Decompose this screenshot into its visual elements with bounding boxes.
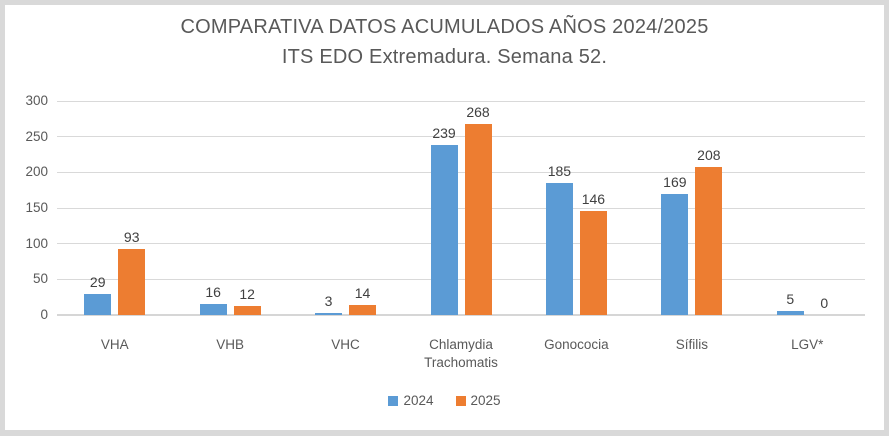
chart-subtitle: ITS EDO Extremadura. Semana 52. xyxy=(281,46,608,68)
data-label-2025-cat5: 146 xyxy=(581,190,606,207)
y-tick-label-300: 300 xyxy=(25,93,48,108)
data-label-2025-cat7: 0 xyxy=(820,295,829,311)
y-tick-label-0: 0 xyxy=(40,307,48,322)
gridline-0 xyxy=(57,314,865,316)
x-category-label-5: Gonococia xyxy=(544,337,609,352)
gridline-200 xyxy=(57,171,865,173)
bar-2025-cat3 xyxy=(349,305,377,315)
gridline-250 xyxy=(57,136,865,138)
chart-legend: 2024 2025 xyxy=(0,393,889,408)
data-label-2024-cat5: 185 xyxy=(547,163,572,180)
data-label-2024-cat2: 16 xyxy=(205,283,221,300)
data-label-2024-cat4: 239 xyxy=(432,124,456,141)
data-label-2025-cat3: 14 xyxy=(354,285,371,301)
bar-2024-cat6 xyxy=(661,194,689,315)
bar-2025-cat6 xyxy=(695,166,723,315)
data-label-2025-cat6: 208 xyxy=(697,146,721,163)
bar-2024-cat4 xyxy=(430,144,458,315)
legend-label-2025: 2025 xyxy=(470,393,501,408)
legend-swatch-2025 xyxy=(455,395,466,406)
bar-2025-cat1 xyxy=(118,248,146,315)
data-label-2024-cat3: 3 xyxy=(324,292,333,309)
bar-2024-cat7 xyxy=(776,311,804,315)
data-label-2025-cat2: 12 xyxy=(239,286,255,303)
legend-swatch-2024 xyxy=(388,395,399,406)
bar-2024-cat5 xyxy=(545,183,573,315)
bar-2024-cat1 xyxy=(84,294,112,315)
bar-2025-cat5 xyxy=(579,210,607,315)
y-tick-label-100: 100 xyxy=(25,235,48,251)
y-tick-label-150: 150 xyxy=(25,200,48,215)
bar-2024-cat3 xyxy=(315,312,343,315)
y-tick-label-250: 250 xyxy=(25,128,48,144)
chart-title-block: COMPARATIVA DATOS ACUMULADOS AÑOS 2024/2… xyxy=(0,12,889,72)
chart-title: COMPARATIVA DATOS ACUMULADOS AÑOS 2024/2… xyxy=(180,16,709,38)
x-category-label-2: VHB xyxy=(216,337,245,352)
gridline-50 xyxy=(57,278,865,280)
bar-2025-cat2 xyxy=(233,306,261,315)
legend-label-2024: 2024 xyxy=(403,393,434,408)
x-category-label-4: Chlamydia Trachomatis xyxy=(424,337,498,370)
gridline-300 xyxy=(57,100,865,102)
legend-item-2024: 2024 xyxy=(388,393,434,408)
x-category-label-3: VHC xyxy=(331,337,360,352)
y-tick-label-50: 50 xyxy=(32,271,48,287)
data-label-2025-cat4: 268 xyxy=(466,103,490,120)
x-category-label-1: VHA xyxy=(100,337,129,352)
data-label-2024-cat6: 169 xyxy=(663,174,687,191)
gridline-100 xyxy=(57,243,865,245)
legend-item-2025: 2025 xyxy=(455,393,501,408)
x-category-label-6: Sífilis xyxy=(675,337,708,352)
bar-2024-cat2 xyxy=(199,303,227,315)
data-label-2025-cat1: 93 xyxy=(123,228,140,245)
data-label-2024-cat7: 5 xyxy=(786,291,795,308)
y-tick-label-200: 200 xyxy=(25,164,48,180)
x-category-label-7: LGV* xyxy=(791,337,824,352)
gridline-150 xyxy=(57,207,865,209)
data-label-2024-cat1: 29 xyxy=(89,274,106,291)
bar-2025-cat4 xyxy=(464,123,492,315)
